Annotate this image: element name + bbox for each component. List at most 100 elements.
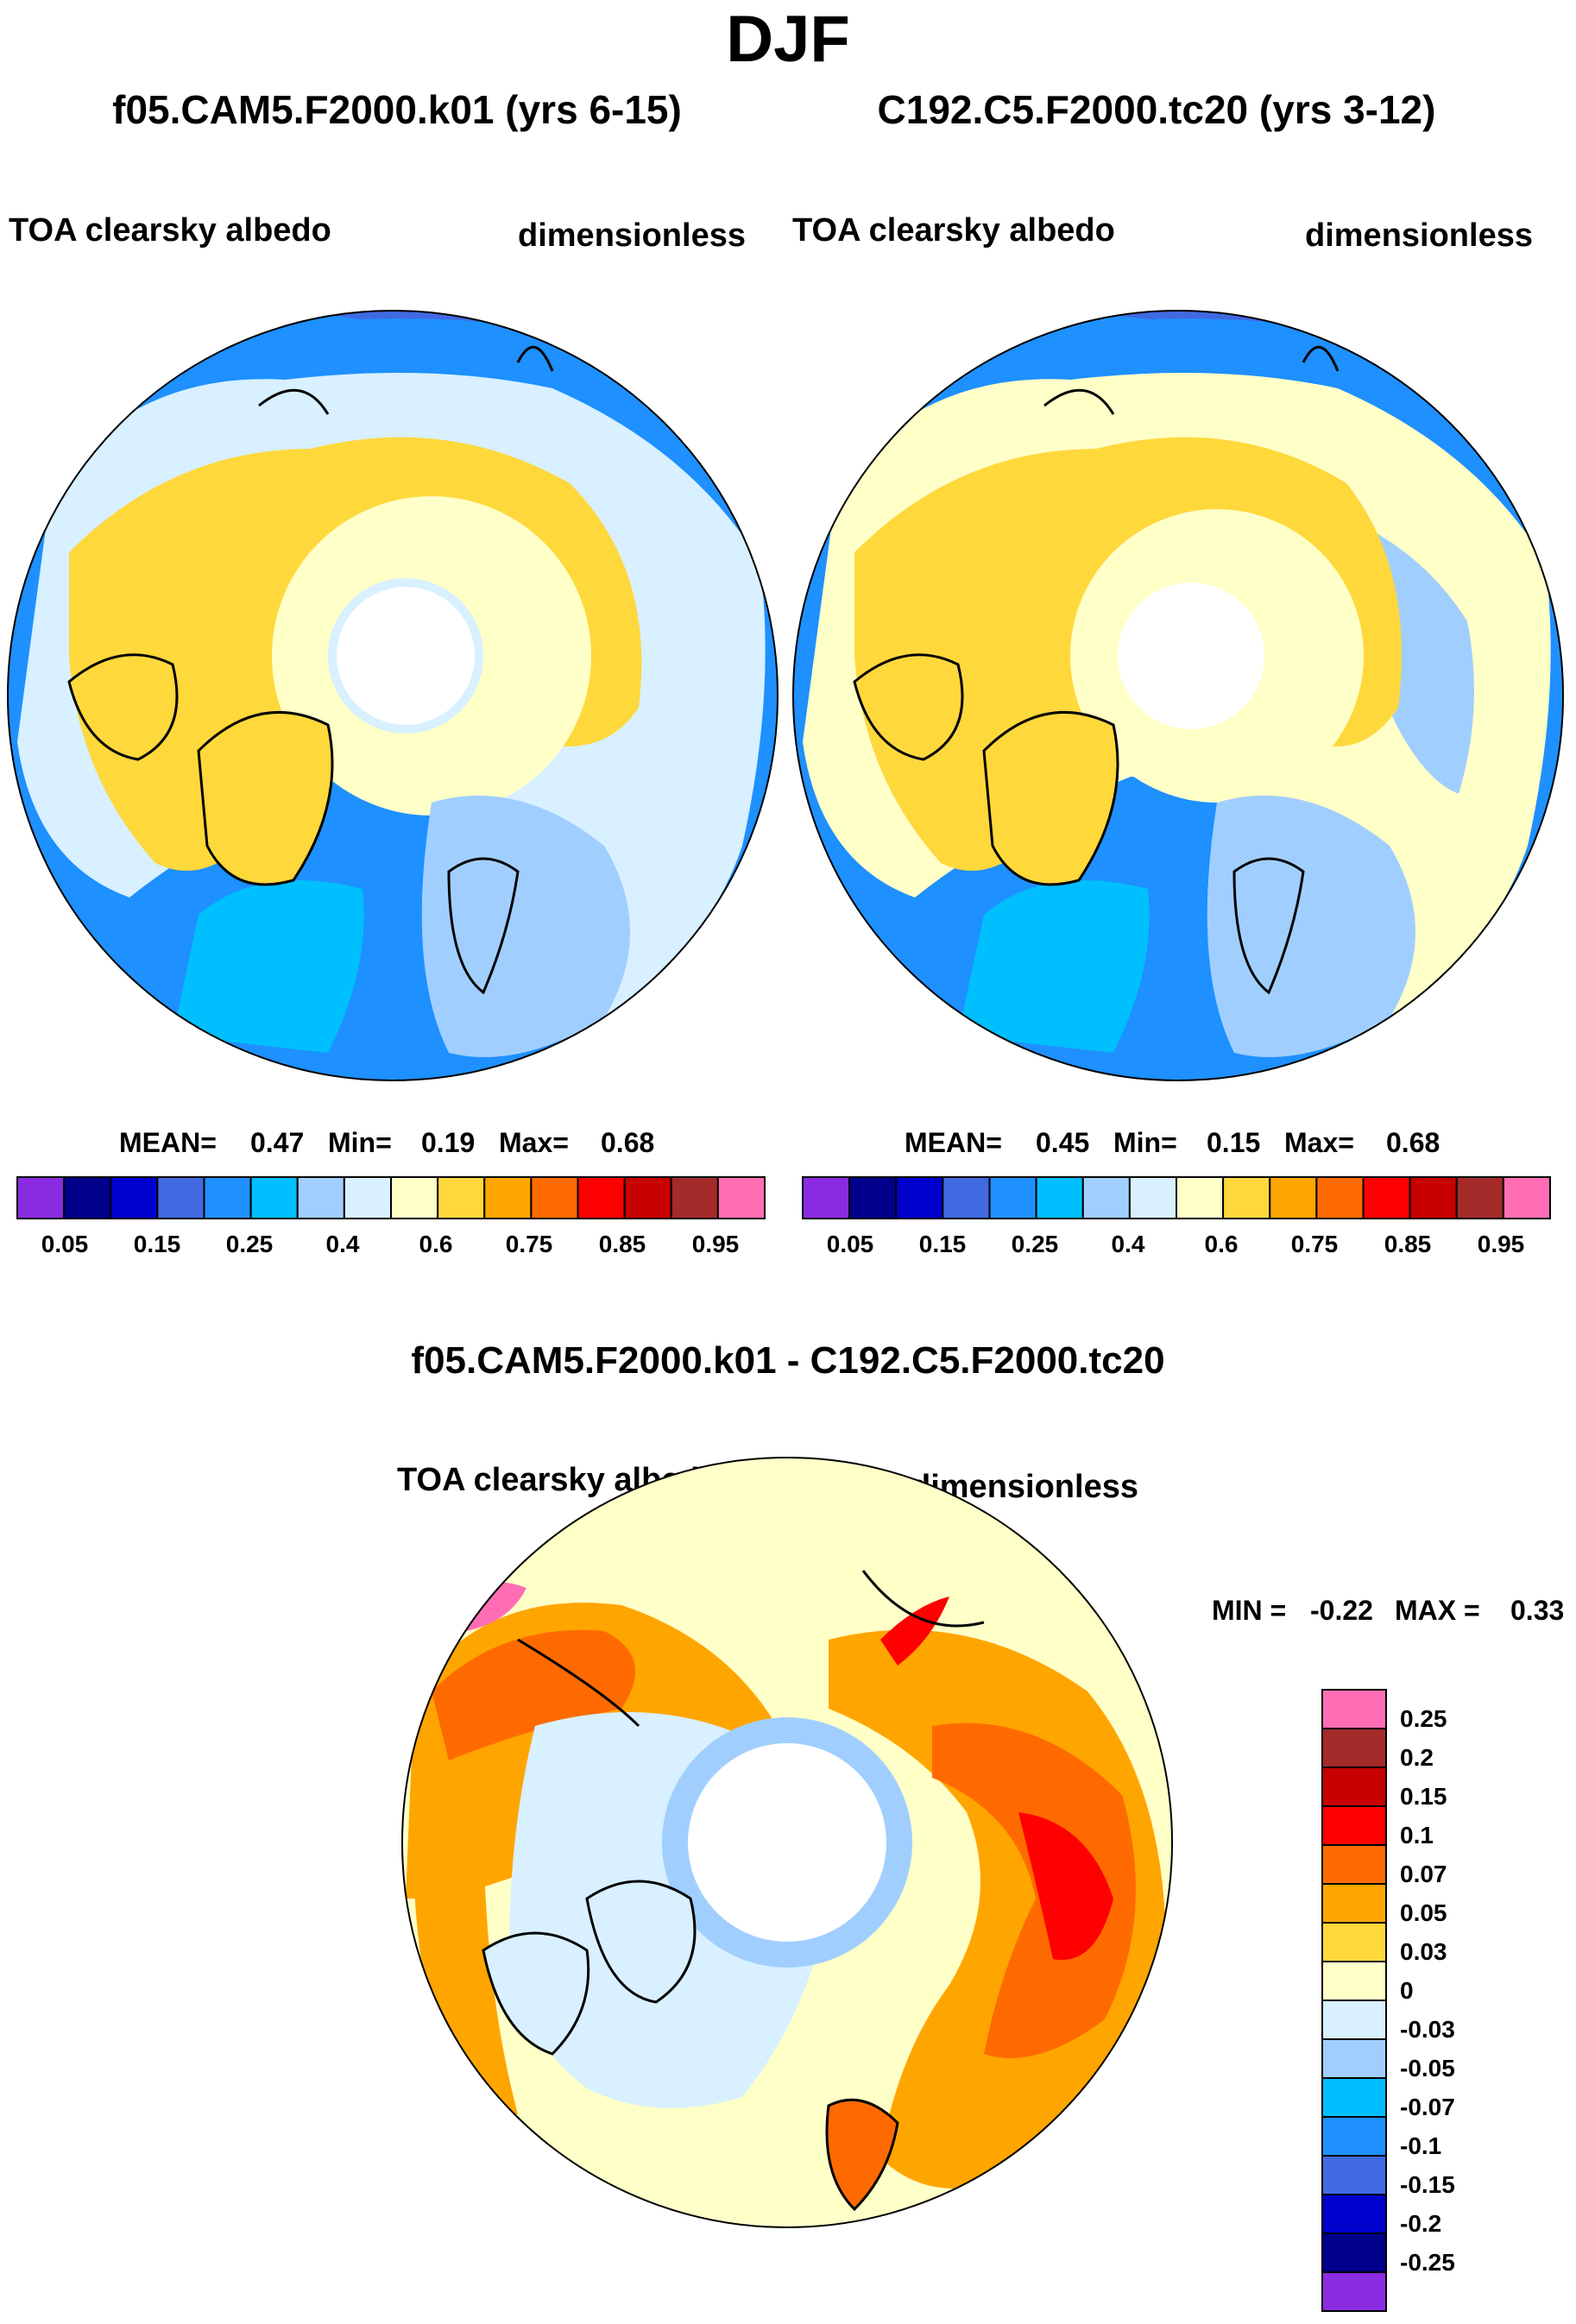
diff-colorbar-tick: -0.07	[1400, 2094, 1455, 2120]
panel2-colorbar-tick: 0.75	[1290, 1231, 1339, 1257]
colorbar-swatch	[63, 1176, 112, 1219]
diff-colorbar-tick: -0.03	[1400, 2016, 1455, 2043]
colorbar-swatch	[1128, 1176, 1177, 1219]
panel1-max-label: Max=	[499, 1127, 569, 1158]
colorbar-swatch	[1081, 1176, 1131, 1219]
colorbar-swatch	[1321, 1728, 1387, 1768]
panel2-colorbar-tick: 0.4	[1111, 1231, 1145, 1257]
colorbar-swatch	[1321, 1767, 1387, 1807]
panel2-mean-value: 0.45	[1036, 1127, 1090, 1158]
colorbar-swatch	[1502, 1176, 1551, 1219]
colorbar-swatch	[1409, 1176, 1458, 1219]
panel2-max-label: Max=	[1284, 1127, 1354, 1158]
colorbar-swatch	[716, 1176, 766, 1219]
diff-colorbar-tick: 0	[1400, 1977, 1414, 2004]
colorbar-swatch	[577, 1176, 626, 1219]
panel1-min-value: 0.19	[421, 1127, 476, 1158]
diff-title: f05.CAM5.F2000.k01 - C192.C5.F2000.tc20	[411, 1339, 1165, 1382]
colorbar-swatch	[1362, 1176, 1411, 1219]
panel2-colorbar-tick: 0.15	[918, 1231, 967, 1257]
colorbar-swatch	[1321, 1883, 1387, 1924]
panel1-title: f05.CAM5.F2000.k01 (yrs 6-15)	[112, 87, 682, 132]
diff-colorbar-tick: 0.1	[1400, 1822, 1434, 1848]
colorbar-swatch	[1321, 1689, 1387, 1729]
colorbar-swatch	[390, 1176, 439, 1219]
colorbar-swatch	[483, 1176, 533, 1219]
colorbar-swatch	[1455, 1176, 1504, 1219]
diff-max-label: MAX =	[1395, 1595, 1480, 1626]
colorbar-swatch	[203, 1176, 252, 1219]
colorbar-swatch	[848, 1176, 898, 1219]
colorbar-swatch	[249, 1176, 299, 1219]
diff-colorbar-tick: 0.07	[1400, 1861, 1447, 1887]
colorbar-swatch	[1321, 1844, 1387, 1885]
colorbar-swatch	[1321, 2271, 1387, 2312]
diff-colorbar-tick: -0.2	[1400, 2210, 1442, 2237]
colorbar-swatch	[437, 1176, 486, 1219]
colorbar-swatch	[988, 1176, 1037, 1219]
colorbar-swatch	[942, 1176, 991, 1219]
panel1-colorbar-tick: 0.25	[225, 1231, 274, 1257]
panel2-variable-label: TOA clearsky albedo	[792, 212, 1115, 249]
colorbar-swatch	[156, 1176, 205, 1219]
colorbar-swatch	[1321, 2233, 1387, 2273]
diff-colorbar-tick: 0.15	[1400, 1783, 1447, 1810]
panel2-colorbar-tick: 0.95	[1477, 1231, 1525, 1257]
diff-max-value: 0.33	[1510, 1595, 1565, 1626]
diff-colorbar	[1321, 1689, 1387, 2312]
colorbar-swatch	[1321, 2194, 1387, 2234]
colorbar-swatch	[530, 1176, 579, 1219]
panel1-units-label: dimensionless	[518, 217, 746, 254]
panel1-max-value: 0.68	[601, 1127, 655, 1158]
panel1-colorbar-tick: 0.95	[691, 1231, 740, 1257]
colorbar-swatch	[1321, 2116, 1387, 2157]
diff-colorbar-tick: -0.15	[1400, 2171, 1455, 2198]
colorbar-swatch	[296, 1176, 345, 1219]
diff-colorbar-tick: -0.05	[1400, 2055, 1455, 2082]
colorbar-swatch	[110, 1176, 159, 1219]
panel2-colorbar-tick: 0.25	[1011, 1231, 1059, 1257]
panel1-colorbar-tick: 0.05	[41, 1231, 89, 1257]
panel1-colorbar-tick: 0.15	[133, 1231, 181, 1257]
diff-map	[402, 1458, 1172, 2227]
panel2-max-value: 0.68	[1386, 1127, 1440, 1158]
colorbar-swatch	[1321, 2000, 1387, 2040]
panel1-mean-value: 0.47	[250, 1127, 305, 1158]
panel2-colorbar-tick: 0.85	[1384, 1231, 1432, 1257]
panel1-min-label: Min=	[328, 1127, 392, 1158]
panel1-map	[8, 311, 778, 1080]
panel2-title: C192.C5.F2000.tc20 (yrs 3-12)	[877, 87, 1436, 132]
colorbar-swatch	[1321, 2155, 1387, 2195]
colorbar-swatch	[16, 1176, 66, 1219]
colorbar-swatch	[623, 1176, 672, 1219]
panel2-map	[793, 311, 1563, 1080]
colorbar-swatch	[895, 1176, 944, 1219]
colorbar-swatch	[670, 1176, 719, 1219]
diff-colorbar-tick: 0.03	[1400, 1938, 1447, 1965]
colorbar-swatch	[802, 1176, 851, 1219]
colorbar-swatch	[1035, 1176, 1084, 1219]
colorbar-swatch	[1222, 1176, 1271, 1219]
panel2-colorbar-tick: 0.6	[1204, 1231, 1239, 1257]
panel1-colorbar-tick: 0.4	[325, 1231, 360, 1257]
diff-colorbar-tick: 0.05	[1400, 1899, 1447, 1926]
colorbar-swatch	[1321, 1961, 1387, 2001]
colorbar-swatch	[1176, 1176, 1225, 1219]
panel1-mean-label: MEAN=	[119, 1127, 217, 1158]
diff-colorbar-tick: 0.25	[1400, 1705, 1447, 1732]
panel2-colorbar-tick: 0.05	[826, 1231, 874, 1257]
panel1-colorbar-tick: 0.6	[419, 1231, 453, 1257]
panel2-units-label: dimensionless	[1305, 217, 1533, 254]
colorbar-swatch	[1321, 2038, 1387, 2079]
colorbar-swatch	[1269, 1176, 1318, 1219]
panel2-min-label: Min=	[1113, 1127, 1177, 1158]
colorbar-swatch	[1321, 1805, 1387, 1846]
colorbar-swatch	[343, 1176, 392, 1219]
panel2-mean-label: MEAN=	[905, 1127, 1002, 1158]
diff-min-value: -0.22	[1310, 1595, 1373, 1626]
panel2-min-value: 0.15	[1207, 1127, 1261, 1158]
panel1-variable-label: TOA clearsky albedo	[9, 212, 331, 249]
colorbar-swatch	[1321, 1922, 1387, 1962]
